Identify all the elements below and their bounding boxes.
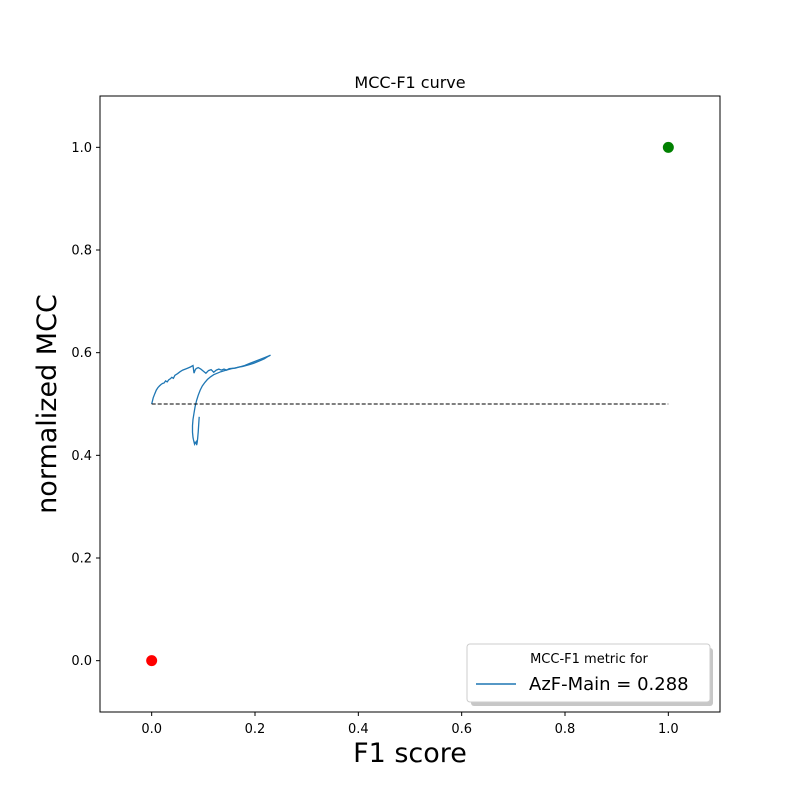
y-axis-ticks: 0.0 0.2 0.4 0.6 0.8 1.0 xyxy=(71,141,100,669)
x-tick-label: 1.0 xyxy=(658,722,679,737)
y-tick-label: 0.2 xyxy=(71,552,92,567)
x-axis-ticks: 0.0 0.2 0.4 0.6 0.8 1.0 xyxy=(141,712,679,737)
y-tick-label: 0.4 xyxy=(71,449,92,464)
y-tick-label: 0.6 xyxy=(71,346,92,361)
y-tick-label: 0.8 xyxy=(71,244,92,259)
chart-title: MCC-F1 curve xyxy=(354,73,465,92)
x-tick-label: 0.4 xyxy=(348,722,369,737)
legend-series-label: AzF-Main = 0.288 xyxy=(529,674,689,695)
y-axis-label: normalized MCC xyxy=(32,294,63,514)
plot-layer xyxy=(146,141,674,667)
legend-title: MCC-F1 metric for xyxy=(530,652,648,667)
worst-point-marker xyxy=(146,655,158,667)
mcc-f1-curve-segment-1 xyxy=(151,354,271,405)
legend-box xyxy=(466,643,711,703)
x-tick-label: 0.6 xyxy=(451,722,472,737)
legend: MCC-F1 metric for AzF-Main = 0.288 xyxy=(466,643,713,706)
plot-frame xyxy=(99,95,721,713)
y-tick-label: 1.0 xyxy=(71,141,92,156)
x-tick-label: 0.8 xyxy=(555,722,576,737)
x-tick-label: 0.0 xyxy=(141,722,162,737)
x-tick-label: 0.2 xyxy=(245,722,266,737)
x-axis-label: F1 score xyxy=(353,738,467,769)
best-point-marker xyxy=(662,141,674,153)
y-tick-label: 0.0 xyxy=(71,654,92,669)
